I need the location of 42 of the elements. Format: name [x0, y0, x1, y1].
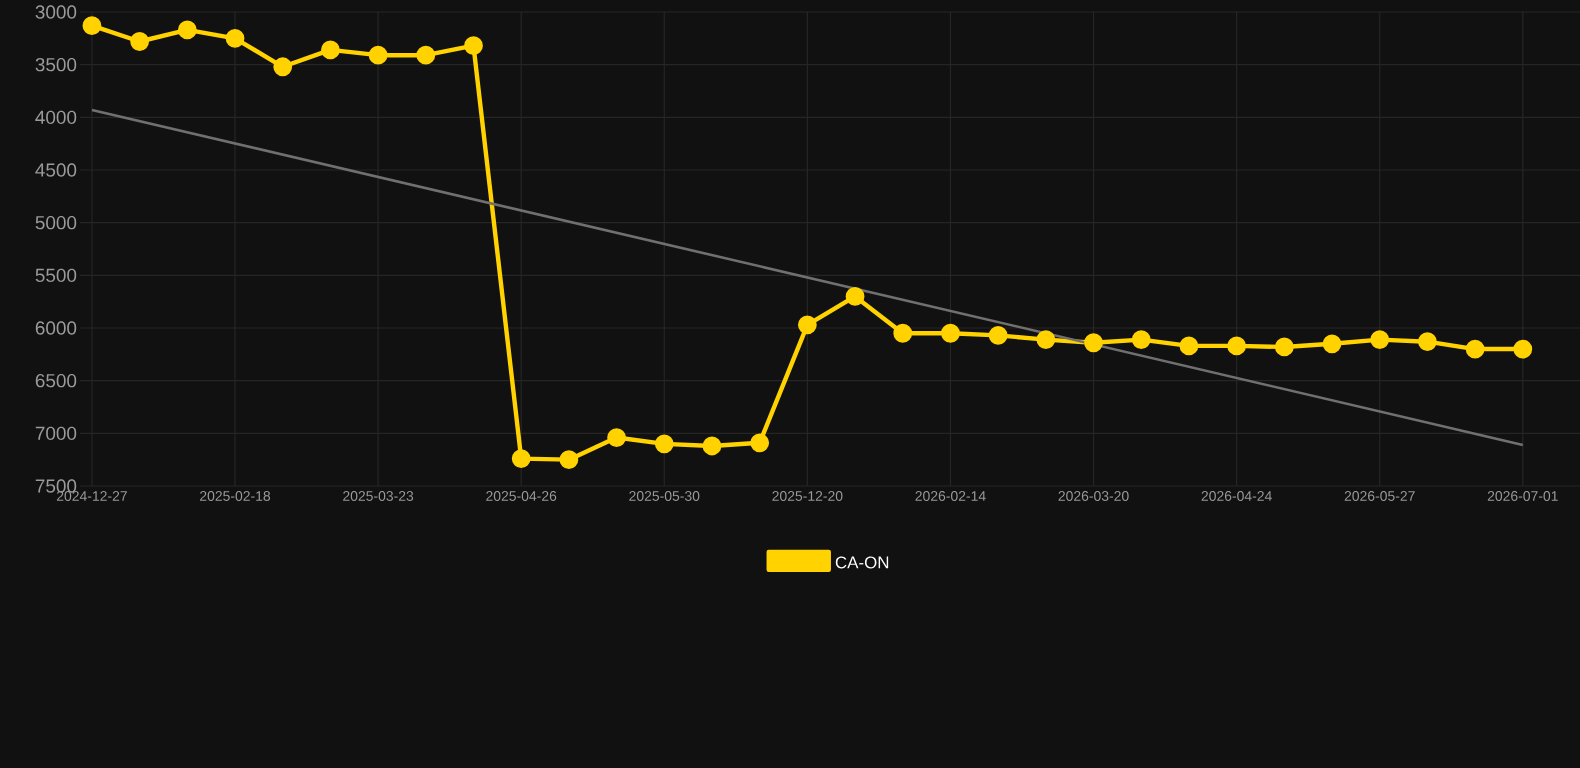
point — [845, 287, 865, 306]
point — [559, 450, 579, 470]
point — [702, 436, 722, 456]
point — [225, 28, 245, 48]
point — [941, 323, 960, 343]
point — [368, 45, 388, 65]
point — [750, 433, 770, 453]
y-tick-label: 4500 — [35, 163, 77, 177]
point — [654, 434, 674, 454]
point — [273, 57, 293, 77]
point — [1227, 336, 1247, 356]
point — [1513, 339, 1533, 359]
y-tick-label: 7000 — [35, 426, 77, 441]
point — [1418, 332, 1437, 352]
y-tick-label: 6500 — [35, 373, 77, 388]
y-tick-label: 6000 — [35, 321, 77, 335]
point — [464, 36, 483, 56]
y-tick-label: 3000 — [35, 5, 77, 19]
point — [1084, 333, 1103, 353]
point — [607, 428, 626, 447]
point — [1179, 336, 1199, 356]
y-tick-label: 4000 — [35, 110, 77, 125]
point — [1131, 330, 1151, 349]
point — [893, 323, 913, 343]
point — [130, 32, 150, 51]
legend-label: CA-ON — [835, 556, 889, 569]
point — [1370, 330, 1390, 349]
point — [988, 325, 1008, 345]
y-tick-label: 7500 — [35, 479, 77, 493]
point — [1465, 339, 1485, 359]
point — [797, 315, 817, 335]
point — [177, 20, 197, 40]
point — [82, 16, 102, 36]
point — [511, 449, 531, 469]
y-tick-label: 5500 — [35, 268, 77, 283]
y-tick-label: 3500 — [35, 57, 77, 72]
point — [416, 45, 436, 65]
y-tick-label: 5000 — [35, 215, 77, 230]
point — [1322, 334, 1342, 354]
point — [321, 40, 340, 60]
point — [1274, 337, 1294, 357]
point — [1036, 330, 1056, 349]
